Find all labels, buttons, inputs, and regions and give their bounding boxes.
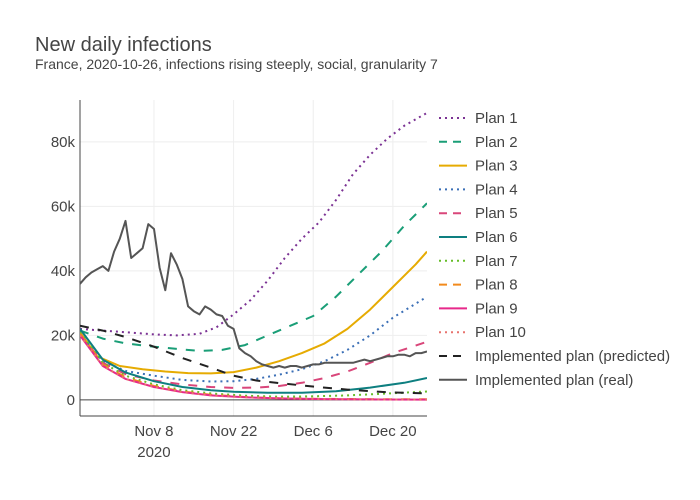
legend-item[interactable]: Plan 4 xyxy=(439,181,518,198)
series-line-11 xyxy=(80,324,427,395)
y-tick-label: 60k xyxy=(51,198,76,215)
series-line-6 xyxy=(80,328,427,394)
y-tick-label: 20k xyxy=(51,327,76,344)
gridlines xyxy=(80,100,427,416)
x-tick-year: 2020 xyxy=(137,444,170,461)
series-line-3 xyxy=(80,250,427,375)
series-line-1 xyxy=(80,112,427,337)
legend-item[interactable]: Plan 10 xyxy=(439,324,526,341)
series-lines xyxy=(80,112,427,401)
legend-item[interactable]: Plan 1 xyxy=(439,110,518,127)
legend-item[interactable]: Plan 8 xyxy=(439,277,518,294)
legend-item[interactable]: Plan 3 xyxy=(439,158,518,175)
legend-label: Plan 8 xyxy=(475,277,518,294)
legend: Plan 1 Plan 2 Plan 3 Plan 4 Plan 5 Plan 6 Plan… xyxy=(439,110,670,389)
legend-label: Plan 1 xyxy=(475,110,518,127)
x-tick-label: Dec 6 xyxy=(294,423,333,440)
legend-label: Plan 2 xyxy=(475,134,518,151)
series-line-8 xyxy=(80,333,427,401)
chart-subtitle: France, 2020-10-26, infections rising st… xyxy=(35,56,438,72)
legend-label: Plan 4 xyxy=(475,181,518,198)
legend-item[interactable]: Implemented plan (predicted) xyxy=(439,348,670,365)
y-tick-label: 40k xyxy=(51,263,76,280)
legend-item[interactable]: Plan 2 xyxy=(439,134,518,151)
series-line-10 xyxy=(80,334,427,401)
chart-title: New daily infections xyxy=(35,34,212,56)
x-tick-label: Nov 8 xyxy=(134,423,173,440)
legend-label: Plan 9 xyxy=(475,300,518,317)
legend-label: Implemented plan (predicted) xyxy=(475,348,670,365)
legend-item[interactable]: Plan 9 xyxy=(439,300,518,317)
legend-label: Plan 6 xyxy=(475,229,518,246)
y-tick-label: 0 xyxy=(67,392,75,409)
legend-label: Implemented plan (real) xyxy=(475,372,633,389)
series-line-2 xyxy=(80,202,427,352)
x-tick-label: Nov 22 xyxy=(210,423,258,440)
legend-item[interactable]: Plan 5 xyxy=(439,205,518,222)
legend-item[interactable]: Plan 6 xyxy=(439,229,518,246)
x-tick-label: Dec 20 xyxy=(369,423,417,440)
legend-label: Plan 5 xyxy=(475,205,518,222)
legend-item[interactable]: Implemented plan (real) xyxy=(439,372,633,389)
series-line-7 xyxy=(80,331,427,398)
legend-item[interactable]: Plan 7 xyxy=(439,253,518,270)
legend-label: Plan 7 xyxy=(475,253,518,270)
legend-label: Plan 10 xyxy=(475,324,526,341)
y-tick-label: 80k xyxy=(51,134,76,151)
legend-label: Plan 3 xyxy=(475,158,518,175)
axes: 0 20k 40k 60k 80k Nov 8 Nov 22 Dec 6 Dec 20 2020 xyxy=(51,100,427,461)
series-line-12 xyxy=(80,219,427,369)
series-line-4 xyxy=(80,295,427,383)
